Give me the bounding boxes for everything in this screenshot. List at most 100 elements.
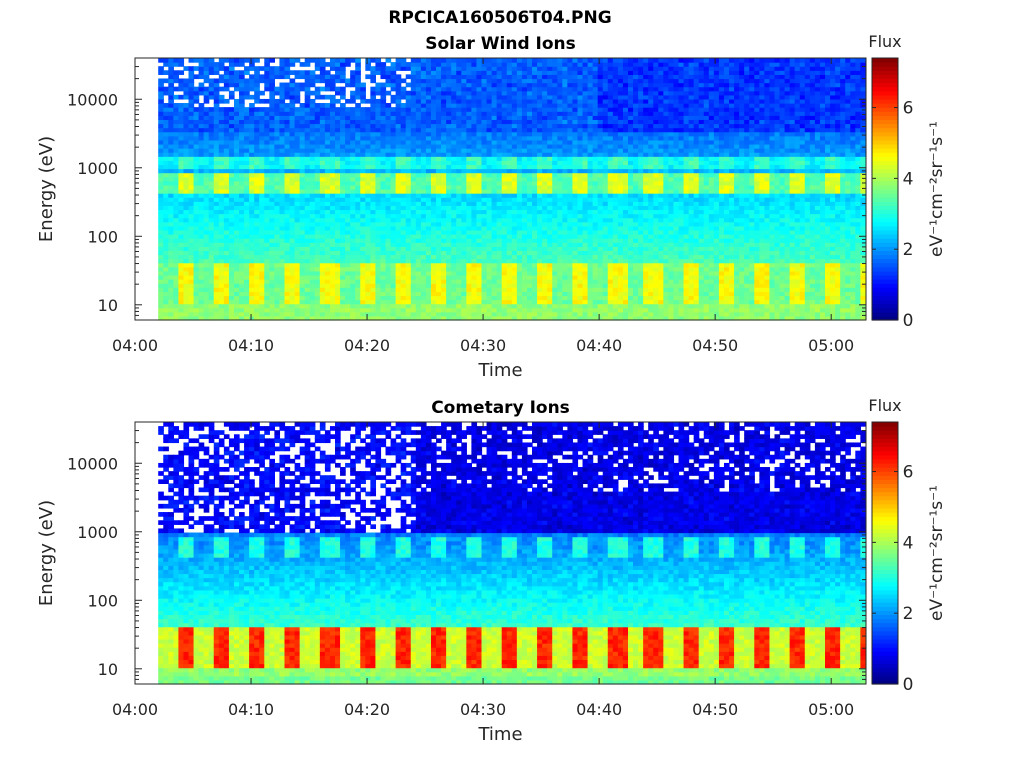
heatmap-cell <box>239 115 245 120</box>
heatmap-cell <box>314 180 321 186</box>
heatmap-cell <box>188 307 195 313</box>
heatmap-cell <box>304 307 311 313</box>
heatmap-cell <box>329 115 336 120</box>
heatmap-cell <box>436 94 442 100</box>
heatmap-cell <box>223 131 230 137</box>
heatmap-cell <box>168 156 174 161</box>
heatmap-cell <box>264 221 270 227</box>
heatmap-cell <box>324 78 331 84</box>
heatmap-cell <box>239 193 245 198</box>
heatmap-cell <box>319 201 326 206</box>
heatmap-cell <box>223 303 230 309</box>
heatmap-cell <box>375 189 382 194</box>
heatmap-cell <box>218 131 225 137</box>
heatmap-cell <box>491 287 498 292</box>
heatmap-cell <box>223 152 230 157</box>
heatmap-cell <box>496 115 503 120</box>
heatmap-cell <box>208 295 215 301</box>
heatmap-cell <box>547 197 553 202</box>
heatmap-cell <box>244 152 250 157</box>
heatmap-cell <box>542 270 548 276</box>
heatmap-cell <box>395 98 402 104</box>
heatmap-cell <box>168 107 174 112</box>
heatmap-cell <box>168 123 174 129</box>
heatmap-cell <box>259 209 265 215</box>
heatmap-cell <box>390 98 397 104</box>
heatmap-cell <box>259 131 265 137</box>
heatmap-cell <box>228 78 235 84</box>
heatmap-cell <box>400 90 407 96</box>
heatmap-cell <box>213 78 220 84</box>
heatmap-cell <box>319 148 326 153</box>
heatmap-cell <box>461 131 467 137</box>
heatmap-cell <box>254 229 260 235</box>
heatmap-cell <box>547 283 553 288</box>
heatmap-cell <box>314 234 321 239</box>
heatmap-cell <box>254 98 260 104</box>
heatmap-cell <box>345 193 351 198</box>
heatmap-cell <box>420 82 427 88</box>
heatmap-cell <box>521 86 528 92</box>
heatmap-cell <box>269 111 275 116</box>
heatmap-cell <box>294 209 301 215</box>
heatmap-cell <box>532 307 538 313</box>
heatmap-cell <box>299 238 306 243</box>
heatmap-cell <box>314 135 321 141</box>
heatmap-cell <box>244 270 250 276</box>
heatmap-cell <box>446 94 452 100</box>
heatmap-cell <box>259 98 265 104</box>
heatmap-cell <box>274 131 281 137</box>
heatmap-cell <box>390 66 397 71</box>
heatmap-cell <box>547 238 553 243</box>
heatmap-cell <box>223 70 230 75</box>
heatmap-cell <box>410 311 417 317</box>
heatmap-cell <box>168 225 174 231</box>
heatmap-cell <box>304 229 311 235</box>
heatmap-cell <box>481 238 488 243</box>
heatmap-cell <box>239 135 245 141</box>
heatmap-cell <box>542 180 548 186</box>
heatmap-cell <box>309 90 316 96</box>
heatmap-cell <box>350 254 356 260</box>
heatmap-cell <box>400 201 407 206</box>
heatmap-cell <box>441 213 447 219</box>
heatmap-cell <box>284 229 291 235</box>
heatmap-cell <box>446 135 452 141</box>
heatmap-cell <box>264 98 270 104</box>
heatmap-cell <box>345 242 351 247</box>
heatmap-cell <box>425 234 432 239</box>
heatmap-cell <box>436 62 442 67</box>
heatmap-cell <box>173 279 180 284</box>
heatmap-cell <box>552 201 558 206</box>
heatmap-cell <box>314 201 321 206</box>
heatmap-cell <box>532 279 538 284</box>
heatmap-cell <box>193 172 200 178</box>
heatmap-cell <box>203 70 210 75</box>
heatmap-cell <box>405 242 412 247</box>
heatmap-cell <box>239 242 245 247</box>
heatmap-cell <box>395 172 402 178</box>
heatmap-cell <box>385 311 392 317</box>
heatmap-cell <box>486 131 493 137</box>
heatmap-cell <box>446 176 452 182</box>
heatmap-cell <box>486 148 493 153</box>
heatmap-cell <box>284 189 291 194</box>
heatmap-cell <box>496 184 503 190</box>
heatmap-cell <box>239 266 245 272</box>
heatmap-cell <box>537 217 543 223</box>
heatmap-cell <box>279 311 286 317</box>
heatmap-cell <box>223 213 230 219</box>
heatmap-cell <box>486 303 493 309</box>
heatmap-cell <box>314 303 321 309</box>
heatmap-cell <box>289 242 296 247</box>
heatmap-cell <box>375 234 382 239</box>
heatmap-cell <box>441 315 447 321</box>
heatmap-cell <box>183 225 190 231</box>
heatmap-cell <box>173 307 180 313</box>
heatmap-cell <box>537 291 543 297</box>
heatmap-cell <box>430 70 437 75</box>
heatmap-cell <box>451 152 457 157</box>
heatmap-cell <box>415 58 422 63</box>
heatmap-cell <box>562 172 568 178</box>
heatmap-cell <box>405 193 412 198</box>
